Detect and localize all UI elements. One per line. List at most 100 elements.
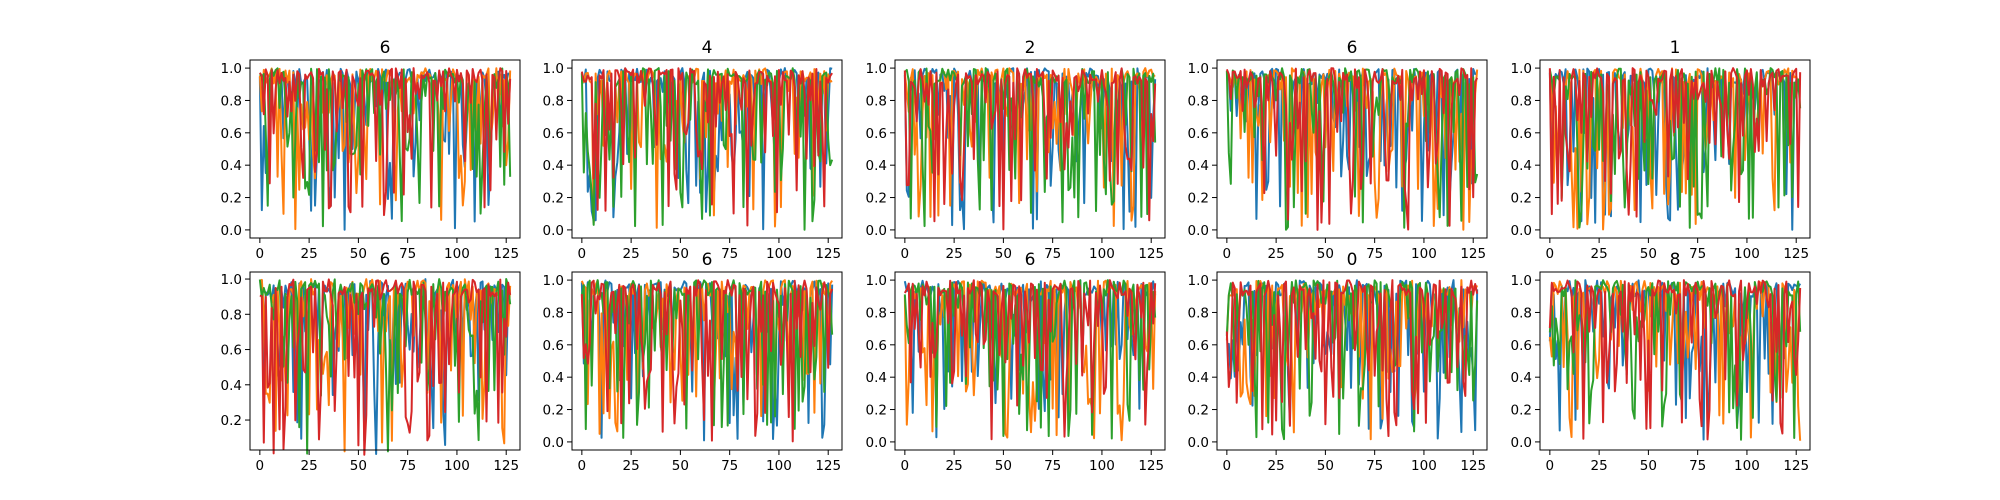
x-tick-label: 75 [399, 246, 416, 262]
y-tick-label: 0.2 [221, 413, 242, 429]
series-line-4 [580, 279, 834, 443]
subplot-3: 0 25 50 75 100 125 0.0 0.2 0.4 0.6 0.8 1.0 2 [866, 38, 1166, 262]
subplot-9: 0 25 50 75 100 125 0.0 0.2 0.4 0.6 0.8 1.0 0 [1188, 250, 1488, 474]
y-tick-label: 0.2 [866, 403, 887, 419]
y-tick-label: 0.8 [221, 307, 242, 323]
series-line-1 [1548, 279, 1802, 441]
x-tick-label: 75 [721, 458, 738, 474]
x-tick-label: 125 [1138, 458, 1164, 474]
subplot-7: 0 25 50 75 100 125 0.0 0.2 0.4 0.6 0.8 1.0 6 [543, 250, 843, 474]
y-tick-label: 0.0 [866, 223, 887, 239]
x-tick-label: 50 [672, 458, 689, 474]
y-tick-label: 0.8 [221, 93, 242, 109]
x-tick-label: 25 [301, 246, 318, 262]
series-line-3 [904, 67, 1157, 228]
x-tick-label: 25 [623, 246, 640, 262]
y-tick-label: 0.8 [543, 93, 564, 109]
x-tick-label: 50 [1640, 246, 1657, 262]
y-tick-label: 0.4 [543, 370, 564, 386]
subplot-title: 6 [702, 250, 713, 270]
x-tick-label: 0 [1223, 458, 1232, 474]
y-tick-label: 0.6 [866, 338, 887, 354]
y-tick-label: 1.0 [1511, 273, 1532, 289]
y-tick-label: 0.2 [1188, 191, 1209, 207]
x-tick-label: 125 [1783, 458, 1809, 474]
x-tick-label: 0 [901, 246, 910, 262]
x-tick-label: 25 [1268, 458, 1285, 474]
y-tick-label: 0.8 [866, 305, 887, 321]
axes-frame [249, 59, 521, 239]
subplot-title: 6 [380, 250, 391, 270]
axes-frame [1539, 59, 1811, 239]
y-tick-label: 0.4 [1511, 158, 1532, 174]
y-tick-label: 0.4 [1188, 370, 1209, 386]
subplot-title: 6 [380, 38, 391, 58]
y-tick-label: 0.8 [1188, 93, 1209, 109]
y-tick-label: 1.0 [1188, 273, 1209, 289]
subplot-title: 6 [1025, 250, 1036, 270]
y-tick-label: 0.0 [1188, 435, 1209, 451]
x-tick-label: 75 [399, 458, 416, 474]
x-tick-label: 0 [256, 246, 265, 262]
y-tick-label: 0.4 [1188, 158, 1209, 174]
series-line-4 [1225, 279, 1479, 438]
y-tick-label: 0.6 [1511, 338, 1532, 354]
subplot-10: 0 25 50 75 100 125 0.0 0.2 0.4 0.6 0.8 1.0 8 [1511, 250, 1811, 474]
y-tick-label: 0.0 [1511, 223, 1532, 239]
y-tick-label: 0.8 [866, 93, 887, 109]
series-line-4 [903, 67, 1157, 231]
x-tick-label: 100 [1734, 246, 1760, 262]
y-tick-label: 1.0 [221, 272, 242, 288]
series-line-4 [580, 67, 833, 227]
x-tick-label: 25 [1591, 246, 1608, 262]
y-tick-label: 0.2 [221, 191, 242, 207]
series-lines [1225, 67, 1479, 231]
x-tick-label: 125 [493, 458, 519, 474]
x-tick-label: 0 [256, 458, 265, 474]
y-tick-label: 0.2 [866, 191, 887, 207]
axes-frame [1539, 271, 1811, 451]
x-tick-label: 0 [578, 458, 587, 474]
y-tick-label: 1.0 [1188, 61, 1209, 77]
series-line-4 [1548, 279, 1802, 441]
x-tick-label: 125 [1783, 246, 1809, 262]
x-tick-label: 125 [815, 458, 841, 474]
x-tick-label: 75 [1044, 458, 1061, 474]
x-tick-label: 50 [1317, 458, 1334, 474]
series-lines [1548, 279, 1802, 441]
x-tick-label: 0 [1546, 458, 1555, 474]
y-tick-label: 0.8 [1188, 305, 1209, 321]
x-tick-label: 100 [444, 458, 470, 474]
y-tick-label: 0.6 [1511, 126, 1532, 142]
series-line-4 [259, 67, 512, 217]
x-tick-label: 75 [721, 246, 738, 262]
y-tick-label: 0.0 [1511, 435, 1532, 451]
x-tick-label: 50 [995, 246, 1012, 262]
y-tick-label: 0.8 [1511, 305, 1532, 321]
y-tick-label: 0.6 [1188, 126, 1209, 142]
x-tick-label: 0 [578, 246, 587, 262]
x-tick-label: 100 [1411, 458, 1437, 474]
x-tick-label: 100 [1089, 458, 1115, 474]
subplot-1: 0 25 50 75 100 125 0.0 0.2 0.4 0.6 0.8 1.0 6 [221, 38, 521, 262]
x-tick-label: 75 [1689, 246, 1706, 262]
x-tick-label: 25 [623, 458, 640, 474]
subplot-4: 0 25 50 75 100 125 0.0 0.2 0.4 0.6 0.8 1.0 6 [1188, 38, 1488, 262]
x-tick-label: 25 [946, 458, 963, 474]
y-tick-label: 0.6 [543, 338, 564, 354]
y-tick-label: 0.8 [543, 305, 564, 321]
x-tick-label: 125 [493, 246, 519, 262]
y-tick-label: 1.0 [543, 61, 564, 77]
series-lines [580, 67, 834, 231]
x-tick-label: 125 [1460, 246, 1486, 262]
x-tick-label: 100 [444, 246, 470, 262]
y-tick-label: 0.2 [543, 403, 564, 419]
x-tick-label: 50 [672, 246, 689, 262]
x-tick-label: 50 [350, 246, 367, 262]
axes-frame [571, 271, 843, 451]
x-tick-label: 75 [1689, 458, 1706, 474]
series-lines [1548, 67, 1802, 231]
subplot-8: 0 25 50 75 100 125 0.0 0.2 0.4 0.6 0.8 1.0 6 [866, 250, 1166, 474]
y-tick-label: 1.0 [866, 61, 887, 77]
x-tick-label: 75 [1366, 458, 1383, 474]
